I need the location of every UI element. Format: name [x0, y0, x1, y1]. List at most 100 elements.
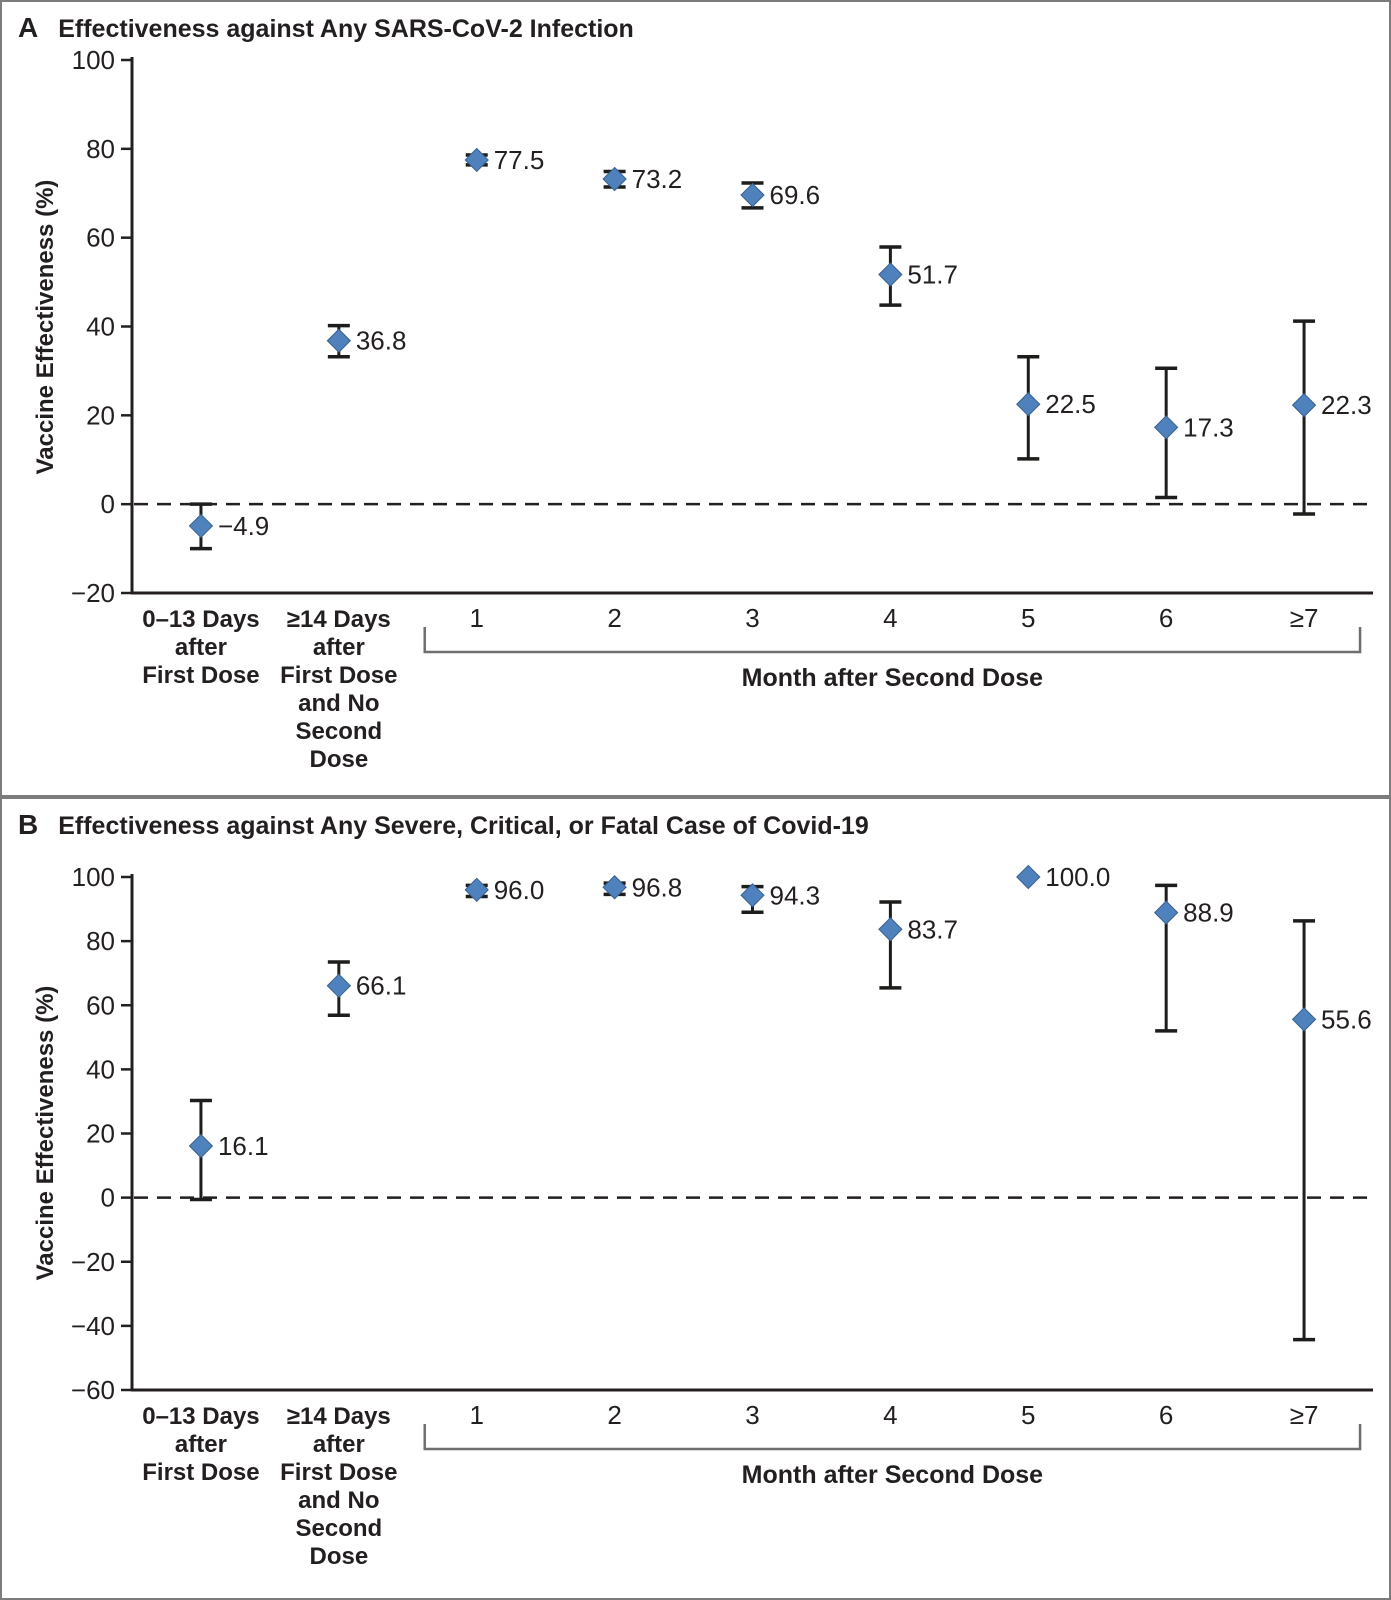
y-tick-label: 80 [86, 134, 115, 164]
diamond-marker [740, 182, 765, 208]
diamond-marker [464, 877, 489, 903]
y-tick-label: 60 [86, 990, 115, 1020]
data-point: 73.2 [602, 164, 683, 194]
month-tick-label: ≥7 [1290, 1400, 1319, 1430]
y-tick-label: 0 [101, 1183, 115, 1213]
category-label-line: First Dose [280, 662, 397, 689]
y-tick-label: −20 [71, 578, 115, 608]
panel-a-letter: A [18, 12, 39, 43]
panel-b: B Effectiveness against Any Severe, Crit… [0, 797, 1391, 1600]
data-point: 36.8 [326, 323, 407, 359]
diamond-marker [740, 883, 765, 908]
category-label-line: after [313, 1431, 365, 1458]
value-label: 83.7 [907, 914, 958, 944]
diamond-marker [878, 262, 903, 287]
x-axis-group-label: Month after Second Dose [742, 664, 1044, 692]
panel-b-letter: B [18, 809, 39, 840]
category-label-line: after [175, 634, 227, 661]
diamond-marker [188, 513, 214, 539]
diamond-marker [326, 973, 352, 998]
month-tick-label: ≥7 [1290, 603, 1319, 633]
category-label-line: Second [295, 718, 382, 745]
diamond-marker [1153, 415, 1179, 440]
diamond-marker [1291, 392, 1317, 418]
diamond-marker [878, 917, 903, 942]
category-label-line: after [313, 634, 365, 661]
value-label: 73.2 [632, 164, 683, 194]
panel-b-title: B Effectiveness against Any Severe, Crit… [18, 811, 869, 841]
value-label: 96.0 [494, 875, 545, 905]
y-tick-label: 100 [72, 45, 115, 75]
x-axis-group-label: Month after Second Dose [742, 1461, 1044, 1489]
data-point: 94.3 [740, 880, 820, 915]
data-point: 96.0 [464, 875, 545, 905]
y-tick-label: 20 [86, 400, 115, 430]
data-point: 100.0 [1016, 862, 1110, 892]
month-tick-label: 2 [607, 603, 621, 633]
value-label: 22.3 [1321, 390, 1372, 420]
data-point: 22.3 [1291, 319, 1372, 516]
value-label: 100.0 [1045, 862, 1110, 892]
diamond-marker [1153, 900, 1179, 925]
panel-a-title-text: Effectiveness against Any SARS-CoV-2 Inf… [58, 15, 634, 43]
panel-b-title-text: Effectiveness against Any Severe, Critic… [58, 812, 869, 840]
value-label: 16.1 [218, 1131, 269, 1161]
diamond-marker [1291, 1007, 1317, 1032]
panel-a-title: A Effectiveness against Any SARS-CoV-2 I… [18, 14, 634, 44]
data-point: 17.3 [1153, 366, 1234, 500]
y-tick-label: −40 [71, 1311, 115, 1341]
y-tick-label: 20 [86, 1119, 115, 1149]
panel-a-chart: 100 80 60 40 20 0 −20 −4.9 36.8 77.5 73.2 69.6 51.7 2… [71, 45, 1373, 773]
diamond-marker [326, 328, 352, 353]
month-tick-label: 3 [745, 603, 759, 633]
y-tick-label: 60 [86, 223, 115, 253]
category-label-line: Dose [309, 1543, 368, 1570]
month-tick-label: 3 [745, 1400, 759, 1430]
category-label-line: Dose [309, 746, 368, 773]
y-tick-label: 40 [86, 1054, 115, 1084]
data-point: 69.6 [740, 180, 820, 210]
category-label-line: and No [298, 690, 379, 717]
panel-a-y-axis-label: Vaccine Effectiveness (%) [32, 179, 59, 475]
value-label: 77.5 [494, 145, 545, 175]
data-point: 51.7 [878, 245, 958, 307]
y-tick-label: −60 [71, 1375, 115, 1405]
diamond-marker [1016, 392, 1041, 417]
data-point: 96.8 [602, 872, 683, 902]
month-bracket [423, 1424, 1362, 1451]
panel-b-chart: 100 80 60 40 20 0 −20 −40 −60 16.1 66.1 96.0 96.8 94.… [71, 862, 1373, 1570]
category-label-line: Second [295, 1515, 382, 1542]
month-tick-label: 4 [883, 1400, 897, 1430]
y-tick-label: 100 [72, 862, 115, 892]
month-tick-label: 2 [607, 1400, 621, 1430]
data-point: 55.6 [1291, 919, 1372, 1342]
category-label-line: First Dose [142, 662, 259, 689]
category-label-line: First Dose [142, 1459, 259, 1486]
month-tick-label: 5 [1021, 603, 1035, 633]
category-label-line: First Dose [280, 1459, 397, 1486]
category-label-line: after [175, 1431, 227, 1458]
value-label: 66.1 [356, 971, 407, 1001]
month-tick-label: 5 [1021, 1400, 1035, 1430]
category-label-line: and No [298, 1487, 379, 1514]
diamond-marker [1016, 864, 1041, 890]
category-label-line: ≥14 Days [287, 1403, 391, 1430]
value-label: 36.8 [356, 326, 407, 356]
value-label: −4.9 [218, 511, 269, 541]
panel-b-y-axis-label: Vaccine Effectiveness (%) [32, 985, 59, 1281]
value-label: 96.8 [632, 872, 683, 902]
diamond-marker [602, 875, 627, 900]
data-point: 22.5 [1016, 354, 1096, 461]
data-point: −4.9 [188, 502, 269, 551]
category-label-line: ≥14 Days [287, 606, 391, 633]
value-label: 55.6 [1321, 1004, 1372, 1034]
month-tick-label: 6 [1159, 1400, 1173, 1430]
category-label-line: 0–13 Days [142, 1403, 259, 1430]
y-tick-label: 0 [101, 489, 115, 519]
category-label-line: 0–13 Days [142, 606, 259, 633]
data-point: 16.1 [188, 1098, 269, 1202]
value-label: 51.7 [907, 260, 958, 290]
value-label: 22.5 [1045, 389, 1096, 419]
value-label: 88.9 [1183, 898, 1234, 928]
